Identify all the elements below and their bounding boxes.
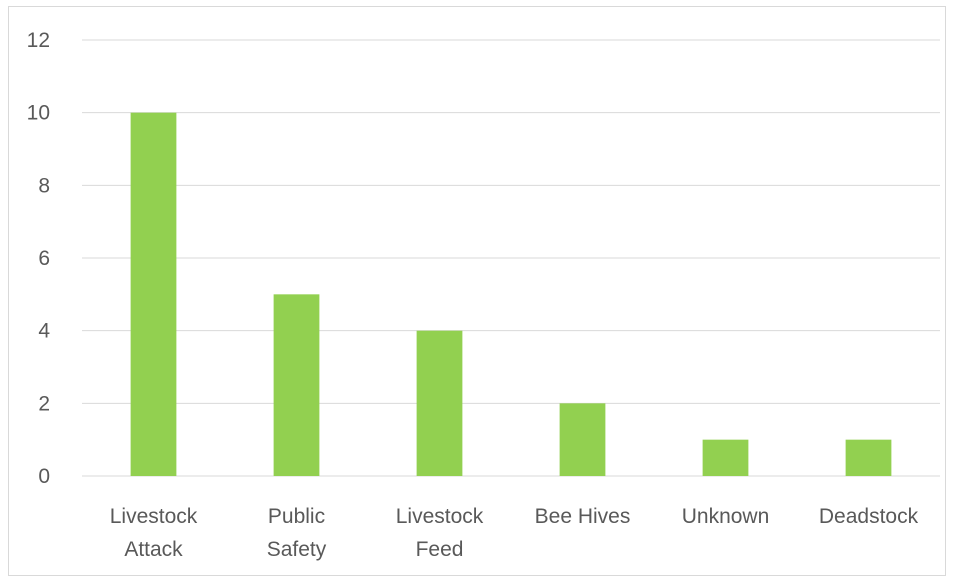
y-tick-label: 6 [38,247,50,270]
x-category-label: Livestock Attack [110,505,198,561]
bars [130,112,892,477]
x-category-label-line: Attack [124,538,183,561]
x-category-label-line: Safety [267,538,327,561]
y-axis-ticks: 0 2 4 6 8 10 12 [27,29,51,488]
x-axis-labels: Livestock Attack Public Safety Livestock Feed… [110,505,919,561]
bar-1 [273,294,320,476]
y-tick-label: 2 [38,392,50,415]
bar-0 [130,112,177,477]
bar-4 [702,439,749,476]
y-tick-label: 10 [27,102,50,125]
x-category-label-line: Livestock [396,505,484,528]
y-tick-label: 4 [38,320,50,343]
bar-3 [559,403,606,476]
x-category-label-line: Unknown [682,505,770,528]
x-category-label: Unknown [682,505,770,528]
y-tick-label: 12 [27,29,50,52]
x-category-label: Bee Hives [535,505,631,528]
bar-5 [845,439,892,476]
gridlines [82,39,940,477]
y-tick-label: 8 [38,174,50,197]
x-category-label: Public Safety [267,505,327,561]
x-category-label-line: Public [268,505,325,528]
bar-2 [416,330,463,476]
x-category-label: Livestock Feed [396,505,484,561]
x-category-label-line: Bee Hives [535,505,631,528]
x-category-label-line: Feed [416,538,464,561]
y-tick-label: 0 [38,465,50,488]
x-category-label: Deadstock [819,505,919,528]
x-category-label-line: Livestock [110,505,198,528]
x-category-label-line: Deadstock [819,505,919,528]
